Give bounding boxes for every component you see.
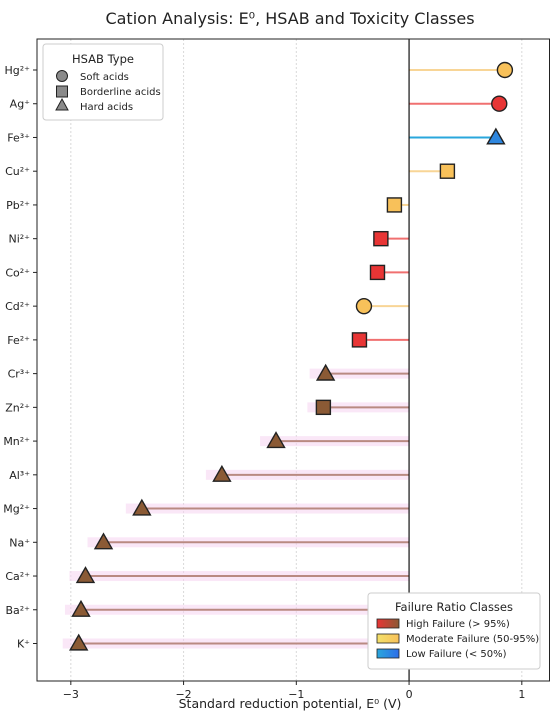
marker-hard-11 [266, 431, 286, 449]
marker-hard-12 [212, 464, 232, 482]
x-tick-label: −2 [175, 688, 191, 701]
y-tick-label: Na⁺ [9, 536, 30, 549]
high-failure-label: High Failure (> 95%) [406, 619, 510, 630]
markers-layer [69, 61, 514, 651]
marker-hard-13 [132, 498, 152, 516]
hard-acid-label: Hard acids [80, 102, 133, 113]
marker-hard-15 [75, 566, 96, 584]
y-tick-label: Ag⁺ [10, 98, 31, 111]
marker-hard-17 [69, 633, 89, 651]
y-tick-label: Fe³⁺ [7, 131, 30, 144]
y-tick-label: Fe²⁺ [7, 334, 30, 347]
marker-soft-1 [491, 95, 508, 112]
marker-hard-14 [93, 532, 114, 550]
y-tick-labels: Hg²⁺ Ag⁺ Fe³⁺ Cu²⁺ Pb²⁺ Ni²⁺ Co²⁺ Cd²⁺ Fe²⁺ Cr³⁺ Z… [3, 64, 37, 651]
marker-hard-2 [486, 127, 506, 145]
x-tick-label: 0 [406, 688, 413, 701]
chart-title: Cation Analysis: E⁰, HSAB and Toxicity C… [105, 9, 474, 28]
y-tick-label: Ca²⁺ [5, 570, 30, 583]
y-tick-label: Cr³⁺ [8, 368, 31, 381]
x-tick-label: −1 [288, 688, 304, 701]
y-tick-label: Pb²⁺ [6, 199, 30, 212]
soft-acid-swatch [56, 70, 68, 82]
plot-frame [36, 38, 550, 682]
high-failure-swatch [376, 618, 400, 629]
x-axis-label: Standard reduction potential, E⁰ (V) [179, 696, 402, 711]
y-tick-label: Al³⁺ [9, 469, 30, 482]
y-tick-label: Co²⁺ [5, 266, 30, 279]
marker-borderline-3 [439, 163, 456, 179]
borderline-acid-swatch [56, 85, 68, 98]
marker-soft-0 [496, 61, 514, 79]
failure-legend: Failure Ratio Classes High Failure (> 95… [367, 592, 541, 670]
marker-borderline-8 [351, 332, 368, 348]
marker-borderline-10 [315, 399, 332, 416]
marker-borderline-5 [373, 230, 389, 247]
y-tick-label: Mg²⁺ [3, 503, 30, 516]
moderate-failure-label: Moderate Failure (50-95%) [406, 634, 539, 645]
y-tick-label: Mn²⁺ [3, 435, 30, 448]
failure-legend-box [367, 592, 541, 670]
y-tick-label: Cu²⁺ [5, 165, 30, 178]
marker-borderline-4 [386, 197, 403, 213]
marker-hard-9 [315, 363, 336, 381]
y-tick-label: Zn²⁺ [5, 401, 30, 414]
hard-acid-swatch [55, 97, 69, 111]
soft-acid-label: Soft acids [80, 72, 129, 83]
hsab-legend-title: HSAB Type [72, 52, 134, 66]
hsab-legend-box [42, 43, 164, 121]
y-tick-label: Hg²⁺ [5, 64, 31, 77]
y-tick-label: Ba²⁺ [5, 604, 30, 617]
marker-soft-7 [355, 297, 373, 315]
hsab-legend: HSAB Type Soft acids Borderline acids Ha… [42, 43, 164, 121]
x-tick-label: 1 [518, 688, 525, 701]
moderate-failure-swatch [376, 633, 400, 644]
grid-lines [70, 39, 523, 681]
x-tick-label: −3 [63, 688, 79, 701]
x-tick-labels: −3 −2 −1 0 1 [63, 681, 525, 701]
failure-legend-title: Failure Ratio Classes [395, 600, 513, 614]
stems-layer [62, 69, 505, 649]
marker-borderline-6 [369, 264, 386, 281]
y-tick-label: Ni²⁺ [8, 233, 30, 246]
borderline-acid-label: Borderline acids [80, 87, 161, 98]
y-tick-label: K⁺ [17, 638, 30, 651]
low-failure-swatch [376, 648, 400, 659]
y-tick-label: Cd²⁺ [5, 300, 30, 313]
marker-hard-16 [71, 599, 91, 617]
low-failure-label: Low Failure (< 50%) [406, 649, 507, 660]
